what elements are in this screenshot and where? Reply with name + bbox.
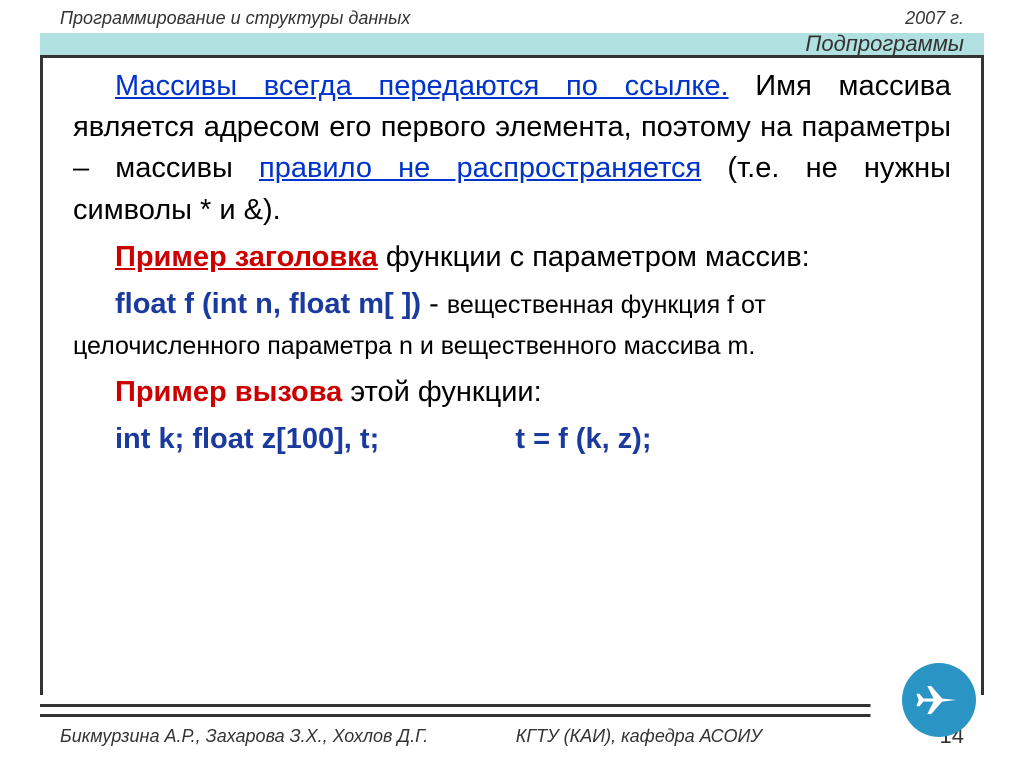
paragraph-2: Пример заголовка функции с параметром ма… [73, 237, 951, 278]
p3-dash: - [421, 288, 447, 320]
content-frame: Массивы всегда передаются по ссылке. Имя… [40, 55, 984, 695]
p1-highlight2: правило не распространяется [259, 152, 701, 184]
paragraph-3: float f (int n, float m[ ]) - вещественн… [73, 284, 951, 366]
header-right: 2007 г. [905, 8, 964, 29]
code-decl: int k; float z[100], t; [115, 423, 379, 455]
section-stripe: Подпрограммы [40, 33, 984, 55]
p1-highlight: Массивы всегда передаются по ссылке. [115, 70, 729, 102]
footer: Бикмурзина А.Р., Захарова З.Х., Хохлов Д… [0, 723, 1024, 749]
footer-org: КГТУ (КАИ), кафедра АСОИУ [516, 726, 762, 747]
paragraph-1: Массивы всегда передаются по ссылке. Имя… [73, 66, 951, 231]
header-left: Программирование и структуры данных [60, 8, 410, 29]
footer-rule-1 [40, 704, 984, 707]
p4-red: Пример вызова [115, 376, 342, 408]
header: Программирование и структуры данных 2007… [0, 0, 1024, 33]
p4-rest: этой функции: [342, 376, 541, 408]
section-title: Подпрограммы [805, 31, 964, 57]
p2-red: Пример заголовка [115, 241, 378, 273]
code-call: t = f (k, z); [515, 423, 651, 455]
paragraph-4: Пример вызова этой функции: [73, 372, 951, 413]
footer-authors: Бикмурзина А.Р., Захарова З.Х., Хохлов Д… [60, 726, 428, 747]
code-signature: float f (int n, float m[ ]) [115, 288, 421, 320]
footer-rule-2 [40, 714, 984, 717]
p2-rest: функции с параметром массив: [378, 241, 810, 273]
paragraph-5: int k; float z[100], t; t = f (k, z); [73, 419, 951, 460]
plane-icon [902, 663, 976, 737]
